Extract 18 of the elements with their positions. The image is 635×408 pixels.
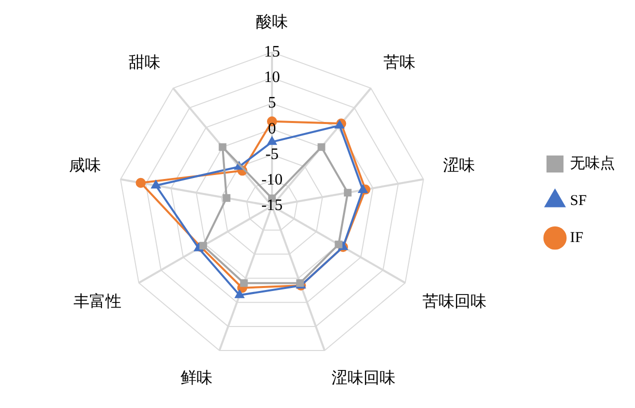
spoke-label: 苦味回味 — [422, 292, 487, 311]
y-tick-label: 10 — [264, 69, 280, 86]
spoke-label: 丰富性 — [73, 292, 122, 311]
y-tick-label: -15 — [261, 197, 283, 214]
y-tick-label: -5 — [265, 146, 279, 163]
spoke-label: 甜味 — [128, 53, 160, 72]
legend-label: 无味点 — [570, 154, 615, 172]
legend-label: SF — [570, 192, 587, 209]
y-tick-label: -10 — [261, 172, 283, 189]
y-tick-label: 15 — [264, 43, 280, 60]
spoke-label: 鲜味 — [180, 369, 213, 388]
y-tick-label: 5 — [268, 94, 276, 112]
spoke-label: 涩味回味 — [331, 369, 396, 388]
spoke-label: 酸味 — [256, 12, 288, 31]
spoke-label: 涩味 — [443, 156, 476, 174]
spoke-label: 咸味 — [68, 156, 101, 174]
spoke-label: 苦味 — [384, 53, 416, 72]
legend-label: IF — [570, 230, 584, 246]
